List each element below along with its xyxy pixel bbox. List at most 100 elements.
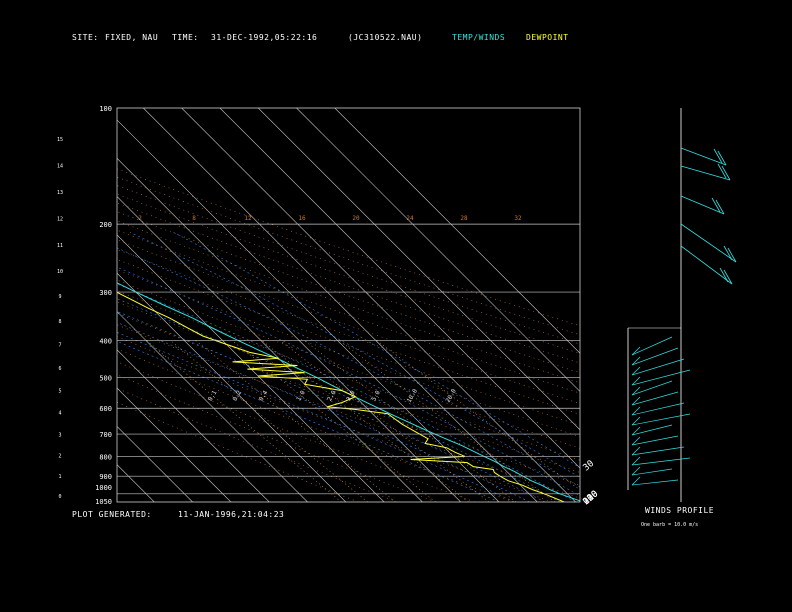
wind-barb: [680, 223, 737, 263]
wind-barb-flag: [717, 150, 727, 166]
wind-barb: [631, 446, 685, 456]
height-tick-label: 0: [58, 494, 61, 500]
wind-barb: [680, 245, 733, 285]
wind-barb-flag: [631, 466, 641, 476]
winds-profile-note: One barb = 10.0 m/s: [641, 522, 699, 528]
wind-barb-flag: [711, 197, 721, 213]
temperature-line: [117, 282, 580, 502]
wind-barb: [631, 468, 673, 476]
height-tick-label: 14: [57, 164, 63, 170]
wind-barb: [631, 424, 673, 436]
wind-barb-flag: [631, 366, 641, 376]
dry-adiabat-line: [117, 336, 553, 502]
dry-adiabat-line: [117, 301, 580, 473]
mixing-ratio-label: 0.2: [232, 389, 244, 402]
right-temp-tick-label: 30: [582, 459, 597, 474]
wind-barb: [631, 347, 679, 366]
wind-barb-flag: [719, 267, 729, 283]
isotherm-line: [117, 119, 500, 502]
site-value: FIXED, NAU: [105, 33, 159, 42]
height-tick-label: 13: [57, 190, 63, 196]
wind-barb-flag: [631, 456, 641, 466]
height-tick-label: 3: [58, 432, 61, 438]
pressure-tick-label: 500: [99, 375, 112, 383]
isotherm-line: [219, 108, 580, 469]
pressure-tick-label: 1000: [95, 484, 112, 492]
moist-adiabat-label: 8: [192, 215, 196, 222]
wind-barb-flag: [715, 199, 725, 215]
height-tick-label: 15: [57, 137, 63, 143]
mixing-ratio-line: [376, 340, 580, 491]
isotherm-line: [117, 157, 461, 502]
height-tick-label: 7: [58, 343, 61, 349]
dry-adiabat-line: [117, 202, 580, 364]
isotherm-line: [143, 108, 538, 502]
wind-barb: [631, 358, 685, 376]
wind-barb-flag: [631, 426, 641, 436]
dry-adiabat-line: [117, 401, 359, 502]
wind-barb: [680, 195, 725, 215]
right-temp-tick-label: 0: [582, 496, 593, 507]
wind-barb: [631, 391, 679, 406]
height-tick-label: 10: [57, 269, 63, 275]
wind-barb-flag: [631, 356, 641, 366]
wind-barb-flag: [721, 165, 731, 181]
mixing-ratio-line: [169, 340, 368, 502]
wind-barb-flag: [631, 346, 641, 356]
height-tick-label: 6: [58, 366, 61, 372]
wind-barb-flag: [631, 446, 641, 456]
wind-barb-flag: [631, 416, 641, 426]
time-value: 31-DEC-1992,05:22:16: [211, 33, 318, 42]
temp-legend: TEMP/WINDS: [452, 33, 506, 42]
wind-barb: [631, 336, 673, 356]
dewpoint-line: [117, 291, 565, 502]
moist-adiabat-label: 2: [138, 215, 142, 222]
mixing-ratio-label: 1.0: [295, 389, 307, 402]
moist-adiabat-line: [117, 283, 576, 502]
wind-barb: [631, 413, 691, 426]
dry-adiabat-line: [117, 269, 580, 438]
isotherm-line: [117, 464, 155, 502]
pressure-tick-label: 600: [99, 405, 112, 413]
pressure-tick-label: 1050: [95, 498, 112, 506]
dry-adiabat-line: [117, 348, 514, 502]
time-label: TIME:: [172, 33, 199, 42]
wind-barb-flag: [631, 436, 641, 446]
plot-frame: [116, 107, 581, 503]
moist-adiabat-line: [117, 322, 530, 502]
wind-barb-flag: [631, 476, 641, 486]
mixing-ratio-line: [146, 340, 342, 502]
wind-barb: [631, 479, 679, 486]
moist-adiabat-label: 28: [460, 215, 468, 222]
isotherm-line: [117, 196, 423, 502]
height-tick-label: 1: [58, 474, 61, 480]
profiles: [117, 282, 580, 502]
wind-barb-flag: [631, 386, 641, 396]
isotherm-line: [334, 108, 580, 354]
moist-adiabat-line: [117, 332, 515, 502]
axes: 1002003004005006007008009001000105001234…: [57, 105, 600, 507]
wind-barb-flag: [631, 376, 641, 386]
dry-adiabat-line: [117, 312, 580, 486]
mixing-ratio-label: 3.0: [345, 389, 357, 402]
pressure-tick-label: 800: [99, 453, 112, 461]
wind-barb: [631, 369, 691, 386]
pressure-tick-label: 100: [99, 105, 112, 113]
isotherm-line: [0, 108, 39, 502]
mixing-ratio-line: [261, 340, 469, 502]
mixing-ratio-line: [338, 340, 556, 502]
dewpoint-legend: DEWPOINT: [526, 33, 569, 42]
moist-adiabat-line: [129, 232, 580, 478]
height-tick-label: 9: [58, 294, 61, 300]
isotherm-line: [117, 234, 385, 502]
isotherm-line: [117, 272, 347, 502]
isotherm-line: [117, 387, 232, 502]
wind-barb: [631, 380, 673, 396]
height-tick-label: 11: [57, 243, 63, 249]
plot-generated-label: PLOT GENERATED:: [72, 510, 152, 519]
pressure-tick-label: 300: [99, 289, 112, 297]
height-tick-label: 2: [58, 453, 61, 459]
moist-adiabat-line: [173, 232, 580, 469]
background-lines: [0, 108, 580, 502]
moist-adiabat-label: 12: [244, 215, 252, 222]
